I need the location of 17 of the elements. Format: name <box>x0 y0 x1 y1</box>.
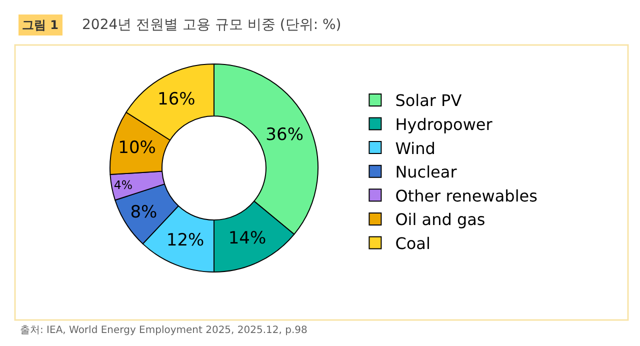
data-label: 12% <box>166 230 204 251</box>
caption: 그림 1 <box>22 18 59 32</box>
legend-label: Other renewables <box>395 186 538 206</box>
chart-title: 2024년 전원별 고용 규모 비중 (단위: %) <box>82 17 342 33</box>
data-label: 14% <box>228 228 266 249</box>
legend-label: Wind <box>395 138 436 158</box>
data-label: 36% <box>266 124 304 145</box>
data-label: 8% <box>130 202 158 223</box>
legend-label: Solar PV <box>395 91 462 110</box>
data-label: 10% <box>118 138 156 158</box>
source-note: 출처: IEA, World Energy Employment 2025, 2025.12, p.98 <box>20 325 308 336</box>
legend-label: Coal <box>395 234 430 253</box>
legend-label: Hydropower <box>395 114 493 134</box>
legend-label: Nuclear <box>395 162 458 182</box>
data-label: 4% <box>114 178 133 192</box>
data-label: 16% <box>158 90 196 110</box>
legend-label: Oil and gas <box>395 210 486 230</box>
